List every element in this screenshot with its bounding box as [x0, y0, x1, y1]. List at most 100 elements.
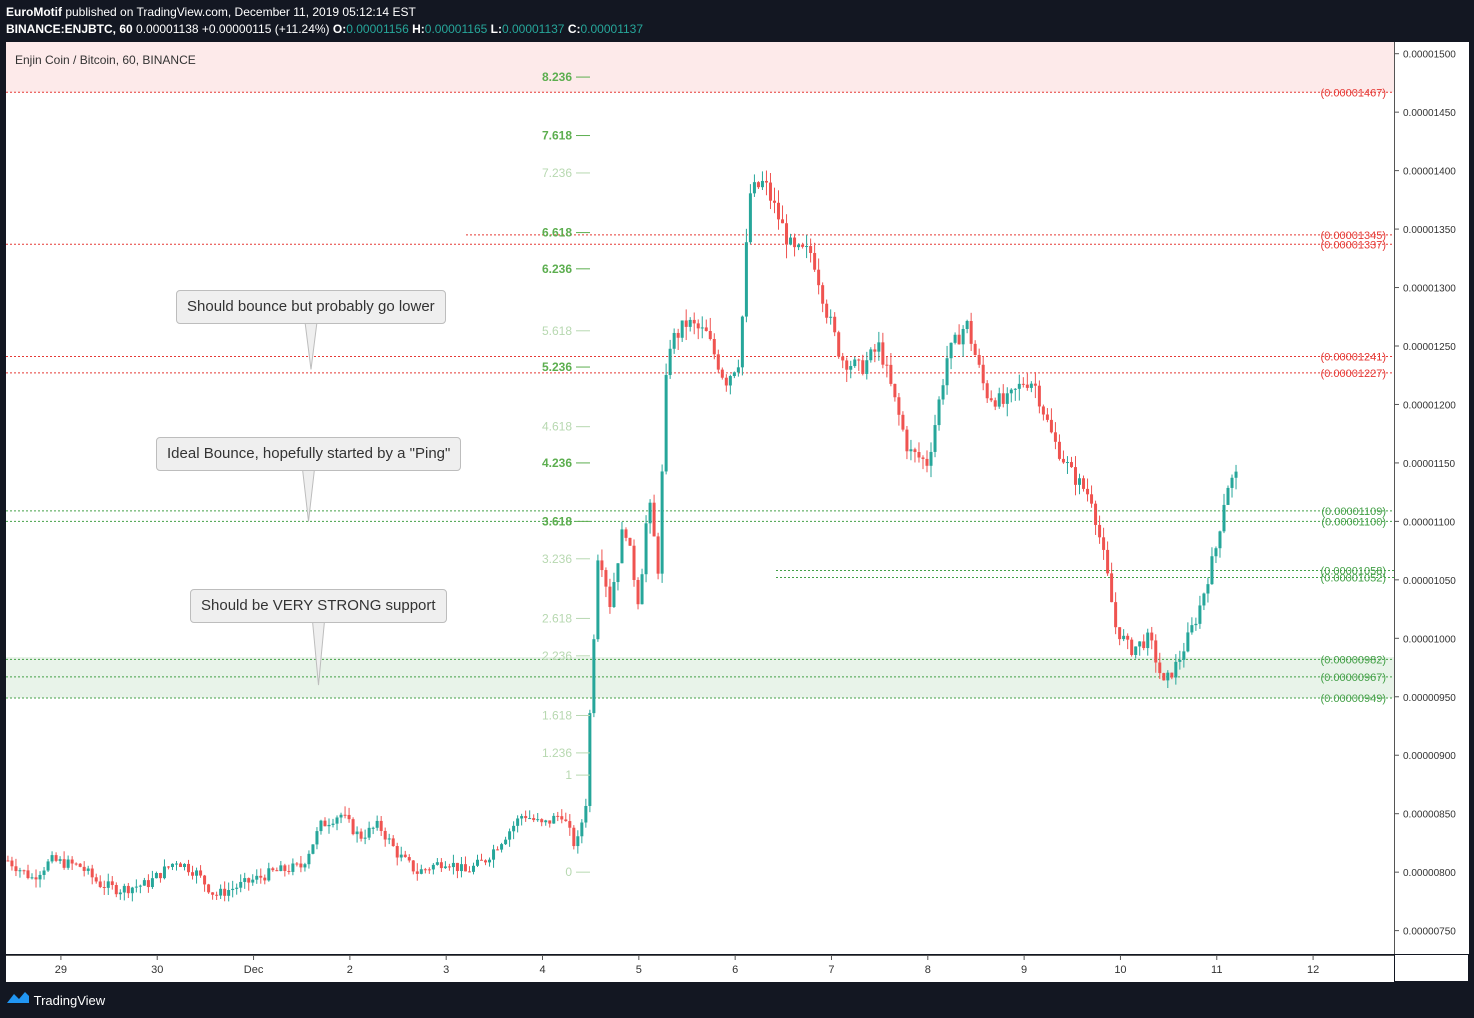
candle-down [825, 303, 829, 318]
candle-up [536, 819, 540, 821]
fib-label: 7.236 [542, 166, 572, 180]
candle-down [1037, 385, 1041, 407]
candle-down [785, 223, 789, 245]
candle-down [295, 863, 299, 865]
chart-canvas[interactable]: 8.236 7.618 7.236 6.618 6.236 5.618 5.236 4.618… [6, 42, 1394, 954]
candle-up [154, 873, 158, 879]
candle-up [592, 639, 596, 714]
time-axis[interactable]: 29 30 Dec 2 3 4 5 6 7 8 9 10 11 12 [6, 955, 1394, 982]
price-tick-label: 0.00000850 [1403, 810, 1456, 821]
price-tick-label: 0.00001300 [1403, 284, 1456, 295]
candle-up [38, 874, 42, 880]
level-label: (0.00001052) [1321, 573, 1386, 585]
candle-up [1190, 625, 1194, 633]
candle-down [10, 860, 14, 867]
candle-down [600, 560, 604, 571]
candle-down [299, 863, 303, 868]
price-change: +0.00000115 (+11.24%) [201, 22, 330, 36]
time-tick-label: 9 [1021, 964, 1027, 976]
candle-up [1166, 672, 1170, 681]
price-tick-label: 0.00000950 [1403, 693, 1456, 704]
callout-strong-support[interactable]: Should be VERY STRONG support [190, 589, 447, 623]
callout-pointer [304, 321, 318, 370]
candle-up [1138, 641, 1142, 647]
candle-up [937, 399, 941, 426]
candle-down [857, 359, 861, 361]
candle-down [781, 219, 785, 224]
candle-up [644, 523, 648, 575]
candle-down [455, 862, 459, 872]
level-label: (0.00000967) [1321, 672, 1386, 684]
chart-plot-area[interactable]: 8.236 7.618 7.236 6.618 6.236 5.618 5.236 4.618… [6, 42, 1394, 954]
candle-up [471, 865, 475, 872]
callout-pointer [301, 468, 316, 522]
symbol-label: BINANCE:ENJBTC, 60 [6, 22, 133, 36]
candle-up [355, 831, 359, 835]
fib-label: 6.236 [542, 262, 572, 276]
candle-up [1230, 477, 1234, 488]
author-name[interactable]: EuroMotif [6, 5, 62, 19]
callout-should-bounce[interactable]: Should bounce but probably go lower [176, 290, 446, 324]
candle-down [817, 269, 821, 286]
candle-down [379, 820, 383, 831]
candle-down [90, 868, 94, 878]
candle-up [616, 563, 620, 583]
candle-down [259, 875, 263, 878]
footer-brand[interactable]: TradingView [6, 990, 105, 1010]
candle-down [993, 400, 997, 407]
price-tick-label: 0.00000750 [1403, 927, 1456, 938]
candle-up [748, 193, 752, 243]
level-label: (0.00001100) [1321, 516, 1386, 528]
candle-up [1194, 623, 1198, 626]
candle-down [158, 873, 162, 879]
candle-down [1053, 432, 1057, 442]
brand-name: TradingView [33, 993, 106, 1009]
candle-down [351, 819, 355, 835]
candle-up [1065, 462, 1069, 464]
candle-up [752, 182, 756, 194]
candle-down [772, 200, 776, 203]
fib-label: 4.236 [542, 456, 572, 470]
candle-up [1218, 531, 1222, 549]
candle-up [387, 838, 391, 840]
candle-up [431, 864, 435, 870]
candle-up [1017, 383, 1021, 389]
fib-label: 1.236 [542, 746, 572, 760]
candle-up [219, 888, 223, 896]
level-label: (0.00001227) [1321, 368, 1386, 380]
level-label: (0.00001467) [1321, 87, 1386, 99]
last-price: 0.00001138 [136, 22, 199, 36]
candle-up [375, 820, 379, 828]
fib-label: 1 [565, 768, 572, 782]
candle-up [1134, 646, 1138, 655]
candle-up [965, 320, 969, 329]
candle-down [716, 354, 720, 370]
candle-up [183, 863, 187, 868]
candle-up [865, 360, 869, 374]
high-label: H: [412, 22, 425, 36]
candle-up [459, 864, 463, 872]
candle-down [1086, 488, 1090, 495]
candle-down [70, 859, 74, 864]
candle-up [797, 244, 801, 248]
callout-ideal-bounce[interactable]: Ideal Bounce, hopefully started by a "Pi… [156, 437, 462, 471]
candle-down [821, 285, 825, 304]
candle-down [1154, 640, 1158, 663]
candle-up [929, 451, 933, 466]
candle-up [732, 372, 736, 377]
candle-up [138, 885, 142, 887]
time-tick-label: 30 [151, 964, 163, 976]
candle-up [1222, 504, 1226, 532]
time-tick-label: 8 [925, 964, 931, 976]
time-tick-label: 4 [539, 964, 545, 976]
candle-down [893, 383, 897, 398]
high-value: 0.00001165 [424, 22, 488, 36]
candle-up [443, 866, 447, 869]
candle-up [1226, 487, 1230, 505]
price-tick-label: 0.00000800 [1403, 868, 1456, 879]
candle-down [696, 323, 700, 329]
candle-up [1009, 389, 1013, 394]
candle-up [516, 818, 520, 826]
price-axis[interactable]: 0.00001500 0.00001450 0.00001400 0.00001350… [1394, 42, 1469, 954]
time-tick-label: 11 [1211, 964, 1222, 976]
